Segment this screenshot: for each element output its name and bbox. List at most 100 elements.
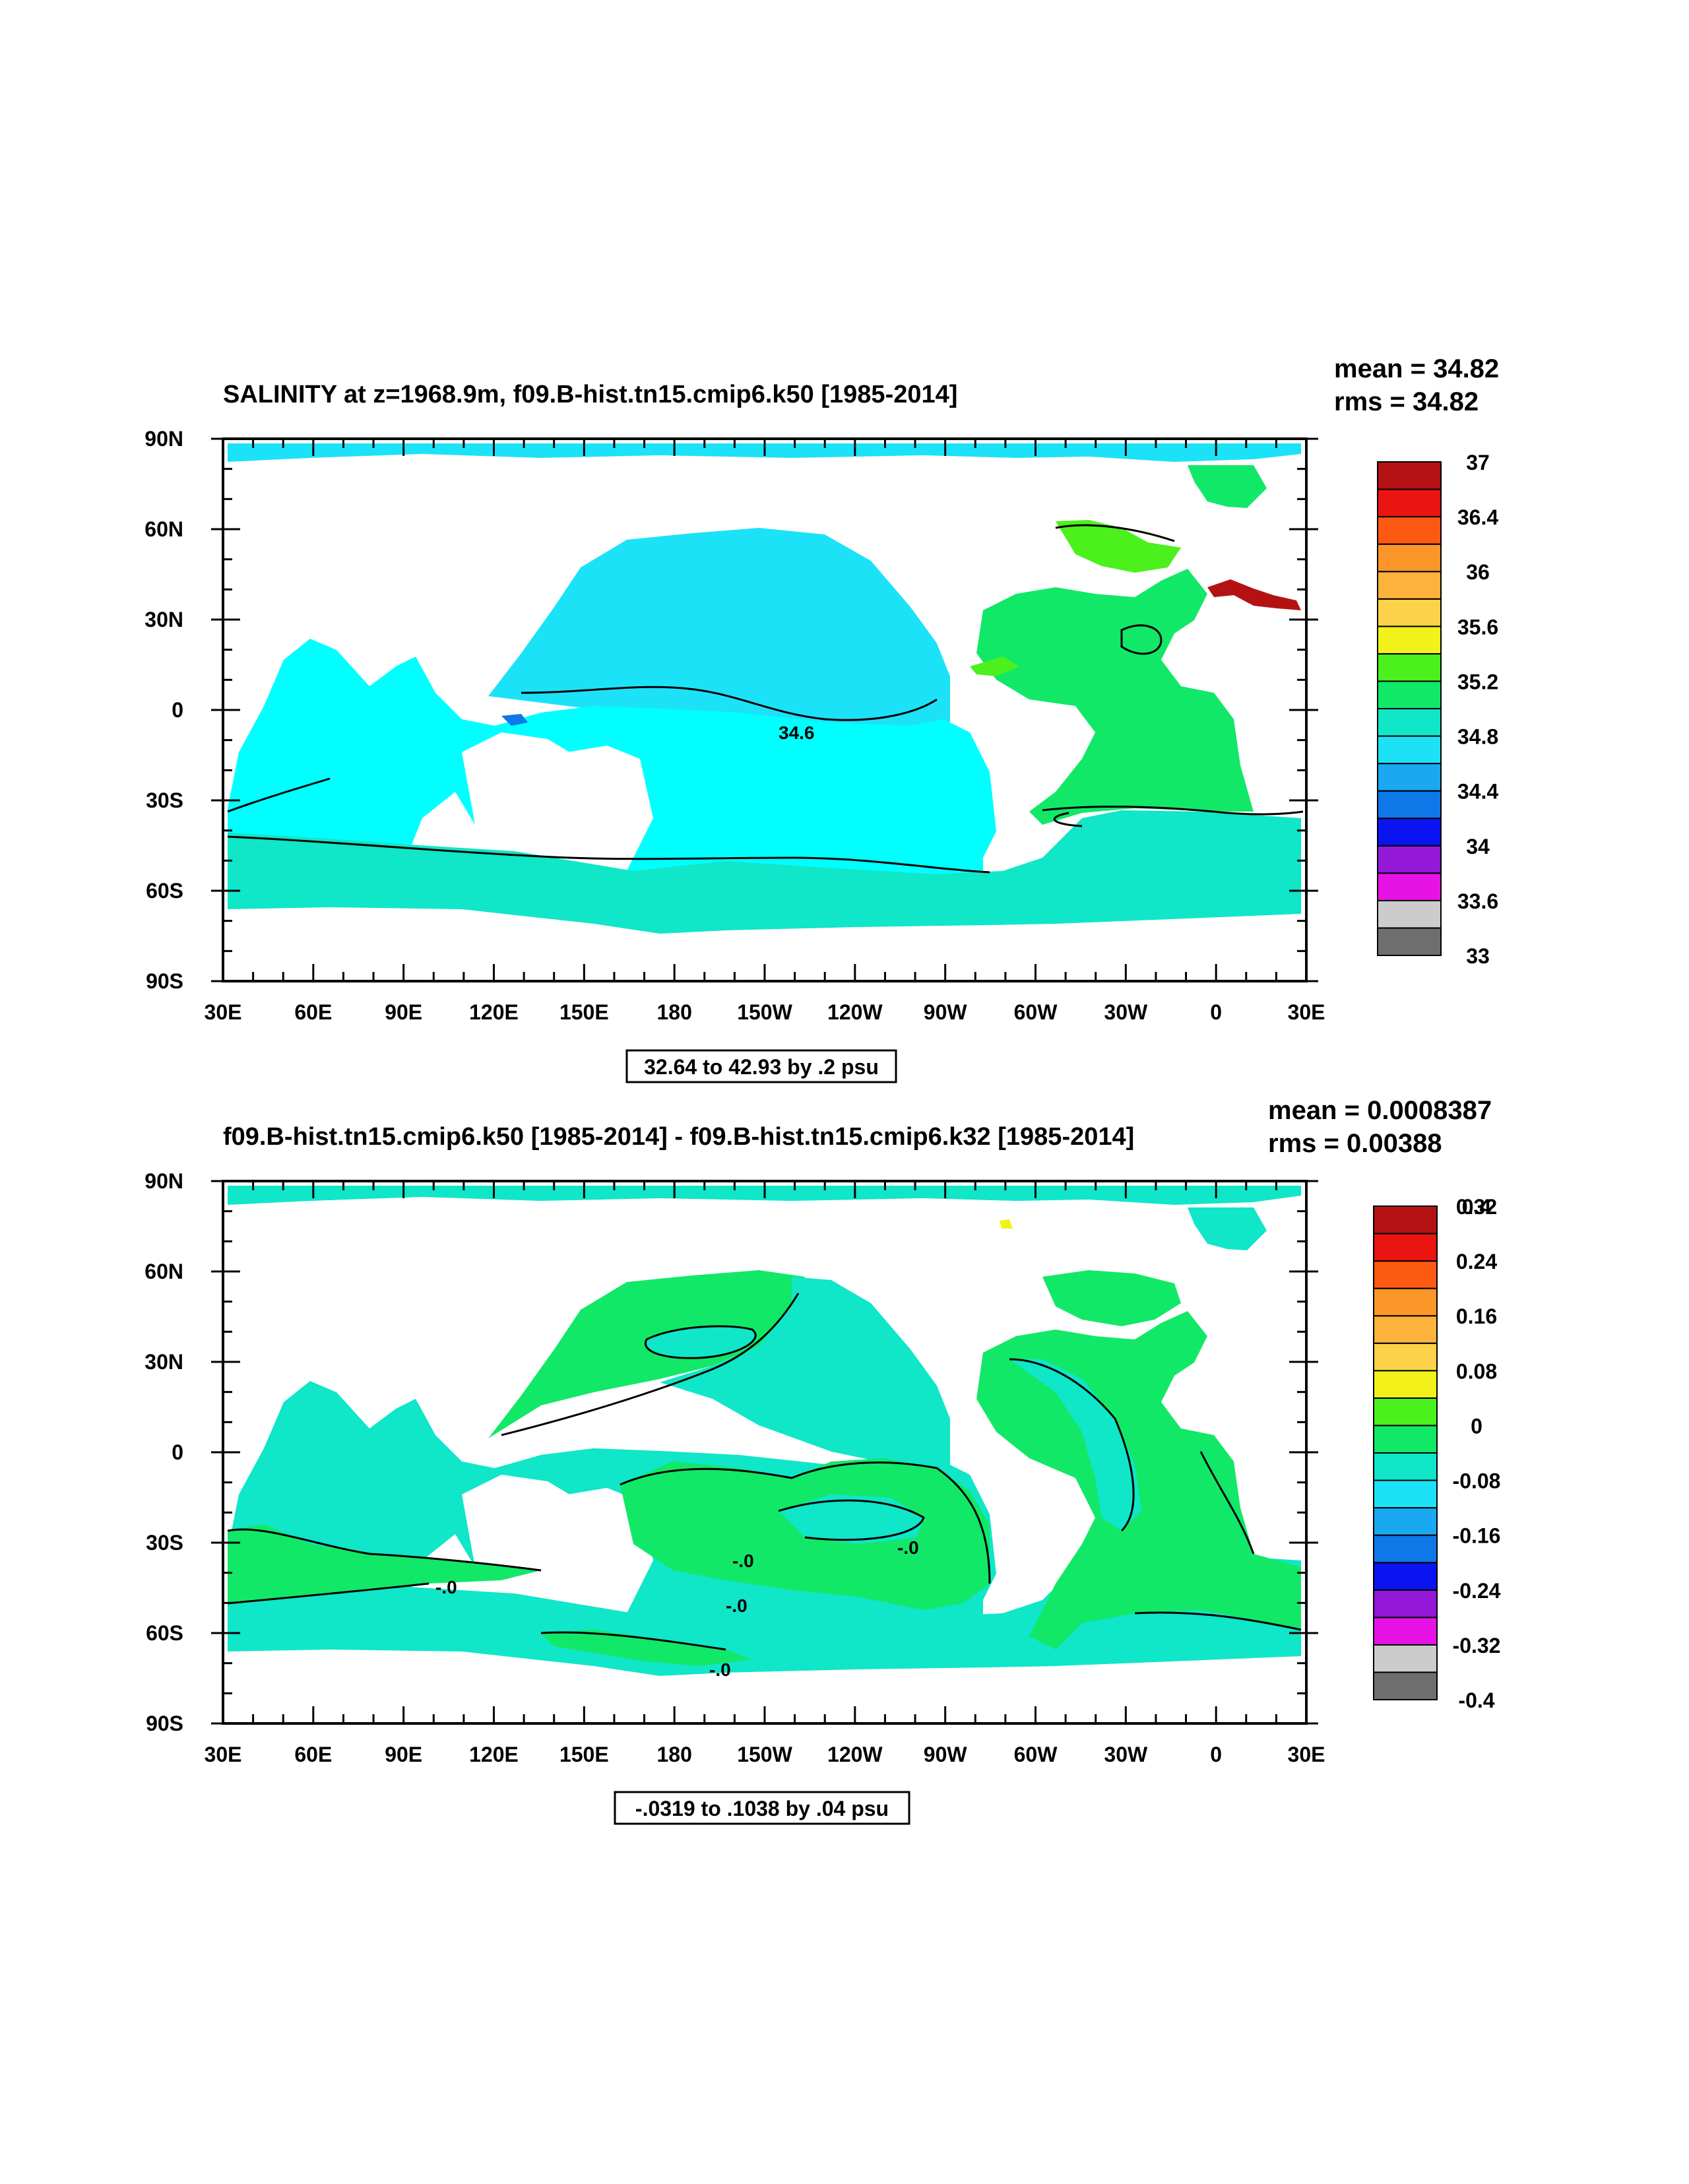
y-tick-label: 90N [144, 427, 183, 451]
colorbar-box [1377, 461, 1442, 490]
x-tick-label: 120E [469, 1743, 519, 1766]
land-australia [462, 1475, 594, 1600]
colorbar-label: 0 [1471, 1414, 1482, 1438]
colorbar-box [1377, 818, 1442, 847]
y-tick-label: 90N [144, 1169, 183, 1193]
colorbar-box [1373, 1260, 1438, 1289]
colorbar-box [1377, 899, 1442, 929]
colorbar-box [1377, 790, 1442, 819]
y-tick-label: 30S [146, 788, 183, 812]
y-tick-label: 30N [144, 1350, 183, 1374]
colorbar: -0.4 -0.32 -0.24 -0.16 -0.08 0 0.08 0.16 0.24 0.3… [1373, 1195, 1501, 1712]
panel-salinity: SALINITY at z=1968.9m, f09.B-hist.tn15.c… [144, 354, 1499, 1083]
region-labrador [1056, 520, 1181, 573]
colorbar-box [1377, 872, 1442, 901]
range-box [614, 1791, 910, 1825]
y-tick-labels: 90N 60N 30N 0 30S 60S 90S [144, 1169, 183, 1735]
x-tick-label: 90W [924, 1000, 968, 1024]
colorbar-box [1377, 516, 1442, 545]
colorbar-box [1373, 1562, 1438, 1591]
contour-label: -.0 [709, 1659, 731, 1680]
region-atlantic-west-boundary [1009, 1359, 1141, 1531]
x-tick-labels: 30E 60E 90E 120E 150E 180 150W 120W 90W 60W 30W 0 30… [205, 1743, 1325, 1766]
y-tick-label: 90S [146, 1712, 183, 1735]
y-tick-label: 60N [144, 517, 183, 541]
colorbar-box [1373, 1644, 1438, 1673]
y-tick-label: 30S [146, 1531, 183, 1555]
x-tick-label: 60W [1014, 1000, 1058, 1024]
x-tick-label: 180 [656, 1743, 691, 1766]
y-tick-label: 0 [172, 698, 183, 722]
x-tick-label: 150E [559, 1743, 609, 1766]
region-greenland-sea [1188, 1207, 1267, 1250]
contour-label: -.0 [726, 1595, 748, 1616]
y-tick-label: 60S [146, 1621, 183, 1645]
region-indian-south [228, 1524, 541, 1603]
region-caribbean [970, 657, 1019, 676]
region-indian-south-pacific [228, 639, 996, 884]
colorbar-box [1373, 1507, 1438, 1536]
contour-label: -.0 [435, 1577, 457, 1597]
x-tick-label: 120W [827, 1000, 883, 1024]
colorbar-label: 34.4 [1457, 780, 1498, 804]
colorbar-label: 33 [1466, 944, 1490, 968]
colorbar-label: 0.32 [1456, 1195, 1497, 1219]
colorbar-label: -0.16 [1453, 1524, 1501, 1548]
x-tick-label: 30W [1104, 1743, 1148, 1766]
region-north-pacific-east [660, 1277, 950, 1468]
range-label: -.0319 to .1038 by .04 psu [635, 1797, 889, 1820]
colorbar-label: 0.16 [1456, 1304, 1497, 1328]
x-tick-label: 120E [469, 1000, 519, 1024]
x-tick-label: 30W [1104, 1000, 1148, 1024]
colorbar-box [1373, 1617, 1438, 1646]
y-tick-label: 0 [172, 1440, 183, 1464]
map-field [227, 443, 1304, 934]
x-tick-label: 90E [385, 1743, 422, 1766]
region-north-pacific-inner [645, 1326, 756, 1359]
x-tick-label: 30E [1288, 1000, 1325, 1024]
colorbar-box [1377, 571, 1442, 600]
colorbar-box [1377, 927, 1442, 957]
colorbar-box [1373, 1589, 1438, 1619]
axis-ticks [211, 1180, 1318, 1725]
contour-label: -.0 [732, 1551, 754, 1571]
contours [227, 524, 1304, 874]
range-label: 32.64 to 42.93 by .2 psu [644, 1055, 879, 1079]
colorbar-label: 0.4 [1462, 1195, 1492, 1219]
x-tick-label: 0 [1210, 1000, 1222, 1024]
colorbar-label: 36.4 [1457, 505, 1498, 529]
colorbar-box [1373, 1534, 1438, 1564]
x-tick-label: 30E [1288, 1743, 1325, 1766]
colorbar: 33 33.6 34 34.4 34.8 35.2 35.6 36 36.4 37 [1377, 451, 1498, 968]
colorbar-label: 0.08 [1456, 1359, 1497, 1383]
colorbar-box [1373, 1479, 1438, 1509]
colorbar-label: 35.6 [1457, 615, 1498, 639]
region-greenland-sea [1188, 465, 1267, 508]
colorbar-box [1373, 1671, 1438, 1700]
y-tick-labels: 90N 60N 30N 0 30S 60S 90S [144, 427, 183, 993]
mean-label: mean = 34.82 [1334, 354, 1499, 383]
axis-ticks [211, 437, 1318, 982]
colorbar-label: -0.08 [1453, 1469, 1501, 1493]
x-tick-labels: 30E 60E 90E 120E 150E 180 150W 120W 90W 60W 30W 0 30… [205, 1000, 1325, 1024]
contour-label: 34.6 [779, 723, 815, 743]
colorbar-box [1377, 543, 1442, 573]
land-australia [462, 732, 594, 858]
region-southern-ocean [228, 810, 1301, 934]
colorbar-box [1373, 1233, 1438, 1262]
colorbar-label: 33.6 [1457, 889, 1498, 913]
region-mediterranean [1207, 579, 1301, 610]
x-tick-label: 180 [656, 1000, 691, 1024]
colorbar-box [1377, 845, 1442, 874]
y-tick-label: 90S [146, 969, 183, 993]
region-southern-ocean [228, 1553, 1301, 1676]
colorbar-label: -0.4 [1458, 1688, 1494, 1712]
colorbar-label: 0.24 [1456, 1250, 1497, 1273]
colorbar-label: 35.2 [1457, 670, 1498, 693]
colorbar-label: 34.8 [1457, 725, 1498, 749]
x-tick-label: 90W [924, 1743, 968, 1766]
colorbar-box [1377, 735, 1442, 765]
range-box [625, 1049, 897, 1083]
map-field [227, 1186, 1302, 1676]
